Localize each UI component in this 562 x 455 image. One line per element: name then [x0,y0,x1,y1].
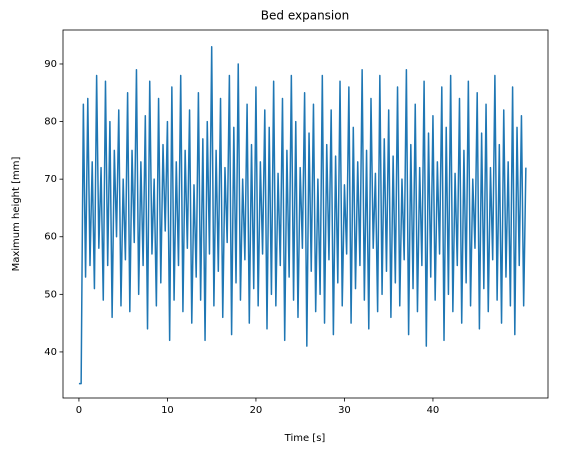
x-tick-label: 40 [427,405,440,416]
y-tick-label: 50 [44,289,57,300]
y-tick-label: 90 [44,59,57,70]
x-tick-label: 30 [338,405,351,416]
data-line [78,45,527,385]
x-tick-label: 10 [161,405,174,416]
y-tick-label: 60 [44,232,57,243]
chart-title: Bed expansion [261,9,349,23]
y-axis-label: Maximum height [mm] [11,157,22,272]
plot-frame [62,29,549,399]
y-tick-label: 40 [44,347,57,358]
x-tick-label: 20 [250,405,263,416]
y-tick-label: 70 [44,174,57,185]
x-tick-label: 0 [76,405,82,416]
x-axis-label: Time [s] [284,433,326,444]
y-tick-label: 80 [44,117,57,128]
